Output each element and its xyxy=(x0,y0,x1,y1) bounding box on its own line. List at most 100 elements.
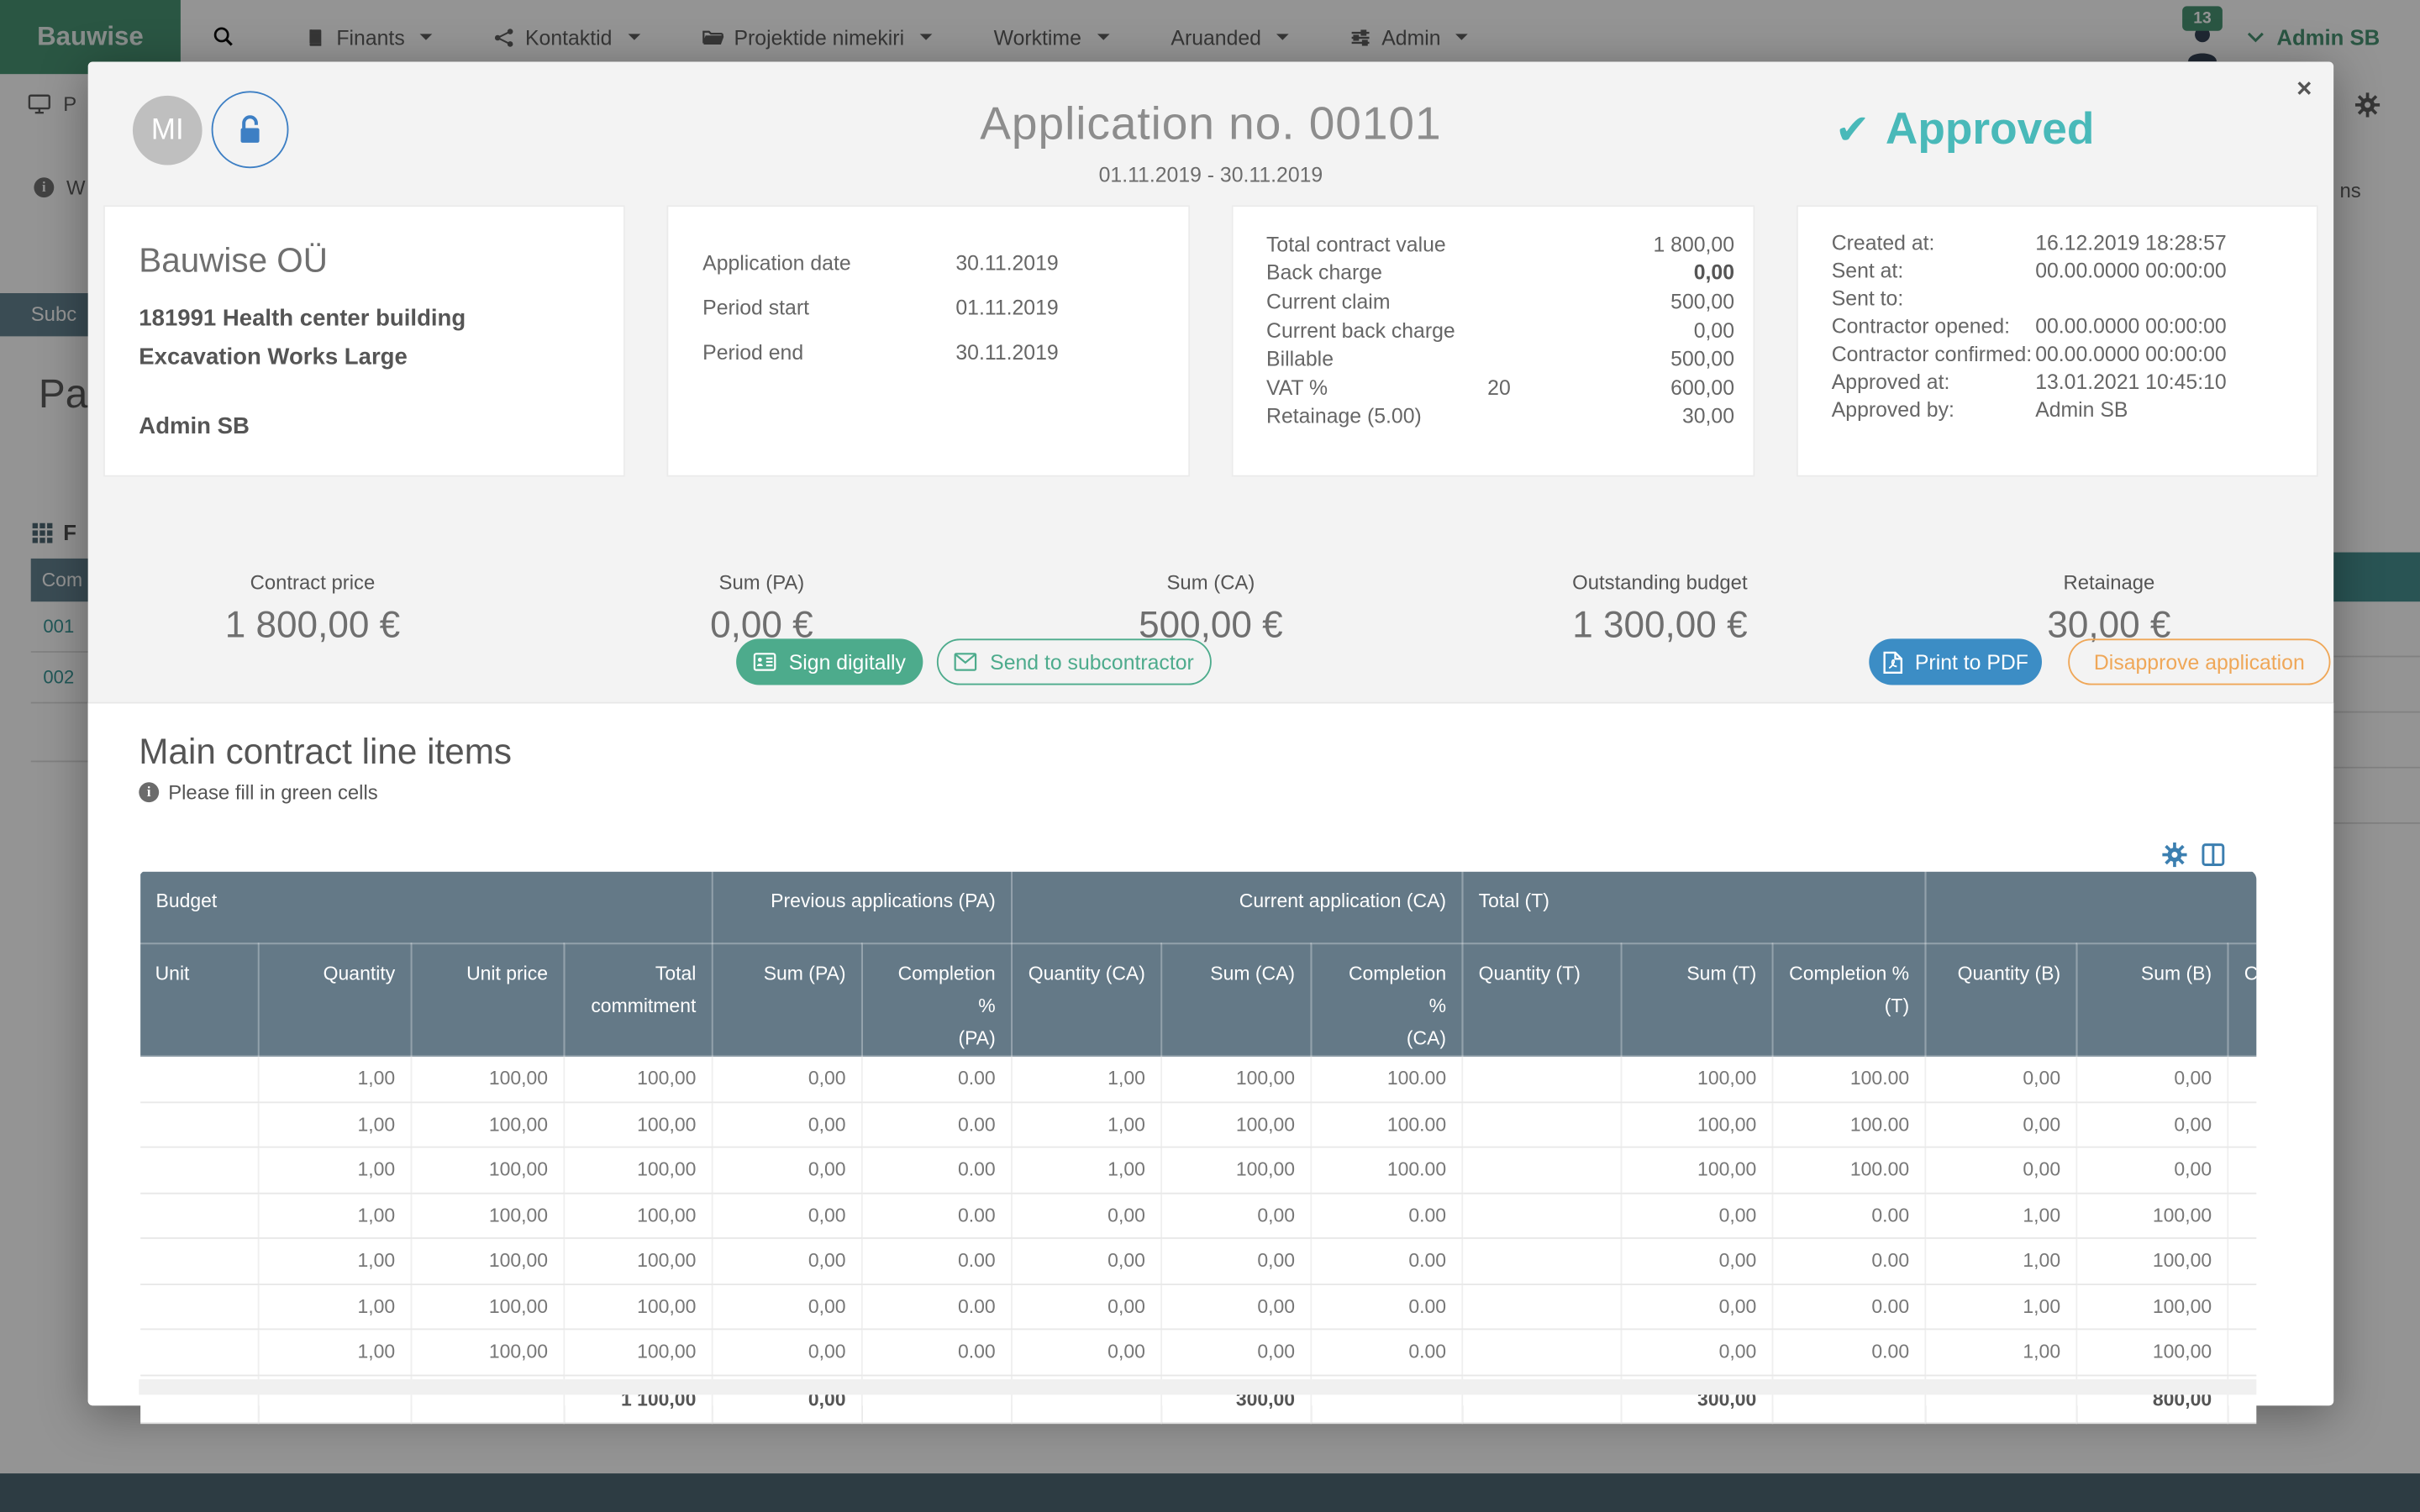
value-mid: 20 xyxy=(1487,375,1511,400)
nav-item-label: Projektide nimekiri xyxy=(734,25,905,49)
log-row: Approved by: Admin SB xyxy=(1832,396,2300,424)
value-amount: 0,00 xyxy=(1693,318,1735,342)
log-label: Sent at: xyxy=(1831,259,1904,283)
print-to-pdf-button[interactable]: Print to PDF xyxy=(1869,638,2042,685)
info-icon: i xyxy=(34,177,55,198)
nav-item-label: Finants xyxy=(336,25,405,49)
value-label: Total contract value xyxy=(1266,232,1446,256)
cell: 1,00 xyxy=(1925,1192,2078,1239)
search-icon[interactable] xyxy=(212,24,235,48)
log-row: Approved at: 13.01.2021 10:45:10 xyxy=(1832,369,2300,396)
cell xyxy=(139,1101,260,1148)
nav-item-aruanded[interactable]: Aruanded xyxy=(1171,25,1290,49)
cell: 100,00 xyxy=(411,1147,566,1194)
cell: 100,00 xyxy=(411,1237,566,1285)
cell: 100,00 xyxy=(564,1147,713,1194)
nav-item-projektide-nimekiri[interactable]: Projektide nimekiri xyxy=(702,25,933,49)
cell: 100,00 xyxy=(564,1329,713,1376)
cell: 0,00 xyxy=(712,1192,863,1239)
column-header: Quantity (B) xyxy=(1924,942,2078,1058)
cell: 0.00 xyxy=(861,1101,1013,1148)
horizontal-scrollbar[interactable] xyxy=(139,1379,2257,1395)
cell: 0.00 xyxy=(1311,1192,1464,1239)
table-settings-icon[interactable] xyxy=(2162,842,2187,868)
cell: 0,00 xyxy=(712,1147,863,1194)
cell: 100,00 xyxy=(2076,1237,2229,1285)
value-label: Billable xyxy=(1266,347,1334,371)
log-value: 00.00.0000 00:00:00 xyxy=(2035,314,2227,339)
disapprove-application-button[interactable]: Disapprove application xyxy=(2068,638,2331,685)
caret-down-icon xyxy=(1276,34,1290,40)
cell: 1,00 xyxy=(1925,1329,2078,1376)
nav-item-worktime[interactable]: Worktime xyxy=(994,25,1109,49)
nav-item-admin[interactable]: Admin xyxy=(1351,25,1469,49)
id-card-icon xyxy=(753,653,776,671)
caret-down-icon xyxy=(1097,34,1109,40)
print-label: Print to PDF xyxy=(1914,650,2028,674)
log-label: Sent to: xyxy=(1831,286,1904,311)
bg-info-item[interactable]: i W xyxy=(34,176,86,199)
cell xyxy=(139,1329,260,1376)
nav-item-label: Kontaktid xyxy=(525,25,613,49)
chevron-down-icon xyxy=(2247,31,2265,44)
log-row: Created at: 16.12.2019 18:28:57 xyxy=(1832,230,2300,258)
cell: 100,00 xyxy=(411,1284,566,1331)
cell: 0.00 xyxy=(861,1284,1013,1331)
log-row: Sent at: 00.00.0000 00:00:00 xyxy=(1832,258,2300,286)
send-to-subcontractor-button[interactable]: Send to subcontractor xyxy=(936,638,1212,685)
cell: 100.00 xyxy=(1772,1056,1927,1103)
summary-outstanding-budget: Outstanding budget 1 300,00 € xyxy=(1435,571,1884,648)
log-value: 13.01.2021 10:45:10 xyxy=(2035,370,2227,394)
lock-open-icon xyxy=(234,113,266,146)
cell xyxy=(139,1237,260,1285)
cell: 1,00 xyxy=(258,1147,413,1194)
log-value: 16.12.2019 18:28:57 xyxy=(2035,231,2227,255)
cell: 0,00 xyxy=(1621,1284,1774,1331)
cell: 100.00 xyxy=(1311,1056,1464,1103)
bg-toolbar-item[interactable]: P xyxy=(28,92,76,116)
user-name: Admin SB xyxy=(2276,24,2381,50)
caret-down-icon xyxy=(420,34,433,40)
table-footer-row: 1 100,00 0,00 300,00 300,00 800,00 xyxy=(139,1374,2257,1424)
user-menu[interactable]: Admin SB xyxy=(2247,0,2380,74)
cell: 0,00 xyxy=(712,1101,863,1148)
value-row: Current back charge 0,00 xyxy=(1266,316,1734,344)
date-value: 30.11.2019 xyxy=(955,250,1059,275)
bg-right-fragment: ns xyxy=(2339,179,2361,202)
cell: 100,00 xyxy=(564,1101,713,1148)
monitor-icon xyxy=(28,94,51,114)
lock-button[interactable] xyxy=(211,91,289,169)
summary-value: 1 800,00 € xyxy=(224,604,401,647)
section-hint: i Please fill in green cells xyxy=(139,780,378,804)
cell: 1,00 xyxy=(258,1056,413,1103)
sign-digitally-button[interactable]: Sign digitally xyxy=(736,638,923,685)
cell: 100,00 xyxy=(1621,1101,1774,1148)
value-label: VAT % xyxy=(1266,375,1328,400)
notification-badge: 13 xyxy=(2182,6,2223,31)
cell: 100,00 xyxy=(2076,1192,2229,1239)
column-header: Sum (B) xyxy=(2075,942,2229,1058)
cell: 100,00 xyxy=(1161,1147,1313,1194)
value-row: Total contract value 1 800,00 xyxy=(1266,230,1734,259)
date-label: Application date xyxy=(702,250,851,275)
caret-down-icon xyxy=(627,34,640,40)
cell: 0,00 xyxy=(1161,1192,1313,1239)
value-row: Billable 500,00 xyxy=(1266,344,1734,373)
column-group: Previous applications (PA) xyxy=(711,869,1013,945)
date-value: 30.11.2019 xyxy=(955,339,1059,364)
cell: 1,00 xyxy=(258,1101,413,1148)
nav-item-kontaktid[interactable]: Kontaktid xyxy=(494,25,640,49)
bg-gear-icon[interactable] xyxy=(2354,92,2381,118)
cell: 100,00 xyxy=(564,1237,713,1285)
bg-right-row xyxy=(2333,768,2420,824)
modal-period: 01.11.2019 - 30.11.2019 xyxy=(1098,163,1323,187)
table-columns-icon[interactable] xyxy=(2201,843,2225,867)
book-icon xyxy=(306,27,326,47)
nav-item-label: Admin xyxy=(1381,25,1441,49)
notifications[interactable]: 13 xyxy=(2182,6,2223,72)
value-amount: 600,00 xyxy=(1670,375,1735,400)
table-row: 1,00 100,00 100,00 0,00 0.00 1,00 100,00 100.00… xyxy=(139,1147,2257,1194)
cell: 100,00 xyxy=(2076,1329,2229,1376)
close-icon[interactable]: × xyxy=(2296,74,2312,104)
nav-item-finants[interactable]: Finants xyxy=(306,25,433,49)
